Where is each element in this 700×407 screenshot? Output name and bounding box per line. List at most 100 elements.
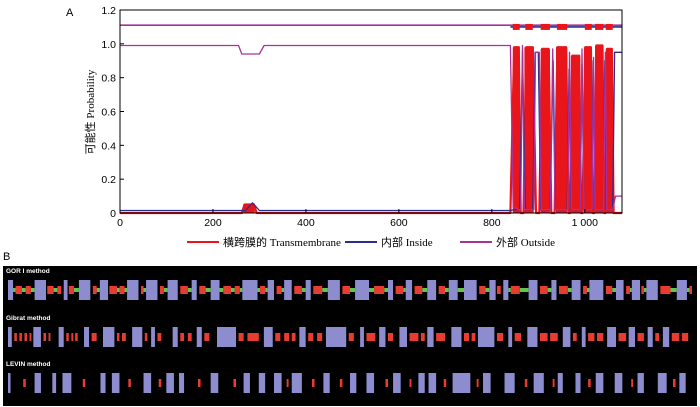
- helix-segment: [299, 327, 306, 347]
- strand-segment: [339, 379, 343, 387]
- strand-segment: [23, 379, 26, 387]
- helix-segment: [647, 327, 653, 347]
- helix-segment: [551, 280, 557, 300]
- helix-segment: [528, 280, 538, 300]
- strand-segment: [75, 333, 78, 341]
- helix-segment: [366, 373, 375, 393]
- transmembrane-band-4: [555, 47, 568, 213]
- coil-segment: [96, 288, 100, 292]
- y-tick-label-0: 0: [110, 208, 116, 220]
- strand-segment: [128, 379, 131, 387]
- top-marker-5: [595, 23, 604, 30]
- strand-segment: [464, 333, 470, 341]
- coil-segment: [301, 288, 306, 292]
- strand-segment: [552, 379, 555, 387]
- strand-segment: [366, 333, 376, 341]
- strand-segment: [618, 333, 627, 341]
- strand-segment: [291, 333, 296, 341]
- strand-segment: [223, 286, 231, 294]
- helix-segment: [503, 280, 509, 300]
- strand-segment: [294, 286, 302, 294]
- strand-segment: [671, 333, 680, 341]
- coil-segment: [403, 288, 406, 292]
- coil-segment: [265, 288, 268, 292]
- strand-segment: [238, 333, 244, 341]
- helix-segment: [196, 327, 202, 347]
- strand-segment: [496, 286, 501, 294]
- secondary-structure-panel: B GOR I method Gibrat method LEVIN method: [3, 251, 697, 406]
- top-marker-0: [512, 23, 520, 30]
- transmembrane-band-6: [583, 47, 592, 213]
- helix-segment: [305, 280, 311, 300]
- helix-segment: [448, 280, 458, 300]
- strand-segment: [312, 379, 315, 387]
- helix-segment: [533, 373, 544, 393]
- helix-segment: [427, 280, 437, 300]
- helix-segment: [464, 280, 477, 300]
- coil-segment: [686, 288, 690, 292]
- coil-segment: [508, 288, 511, 292]
- strand-segment: [234, 286, 240, 294]
- strand-segment: [471, 333, 476, 341]
- helix-segment: [179, 373, 185, 393]
- strand-segment: [385, 379, 388, 387]
- helix-segment: [483, 373, 491, 393]
- legend: 横跨膜的 Transmembrane 内部 Inside 外部 Outside: [187, 235, 555, 249]
- coil-segment: [629, 288, 632, 292]
- method-row-2: LEVIN method: [6, 361, 686, 393]
- helix-segment: [210, 373, 219, 393]
- y-tick-label-3: 0.6: [101, 107, 116, 119]
- helix-segment: [662, 327, 670, 347]
- y-tick-label-1: 0.2: [101, 174, 116, 186]
- helix-segment: [679, 373, 686, 393]
- strand-segment: [199, 286, 206, 294]
- helix-segment: [132, 327, 143, 347]
- strand-segment: [588, 333, 595, 341]
- strand-segment: [109, 286, 117, 294]
- coil-segment: [567, 288, 572, 292]
- strand-segment: [409, 379, 412, 387]
- strand-segment: [637, 333, 644, 341]
- strand-segment: [187, 333, 192, 341]
- strand-segment: [681, 333, 689, 341]
- helix-segment: [146, 280, 158, 300]
- legend-label-2: 外部 Outside: [496, 235, 555, 249]
- helix-segment: [628, 327, 635, 347]
- helix-segment: [607, 327, 616, 347]
- strand-segment: [443, 379, 447, 387]
- strand-segment: [673, 379, 676, 387]
- x-tick-label-2: 400: [297, 217, 315, 229]
- legend-label-1: 内部 Inside: [381, 235, 433, 249]
- helix-segment: [477, 327, 495, 347]
- coil-segment: [116, 288, 120, 292]
- coil-segment: [163, 288, 168, 292]
- coil-segment: [422, 288, 428, 292]
- helix-segment: [78, 280, 91, 300]
- strand-segment: [496, 333, 504, 341]
- coil-segment: [257, 288, 261, 292]
- strand-segment: [48, 333, 51, 341]
- transmembrane-band-3: [540, 48, 550, 214]
- transmembrane-band-5: [570, 55, 581, 213]
- helix-segment: [52, 373, 57, 393]
- top-marker-4: [584, 23, 592, 30]
- helix-segment: [8, 280, 14, 300]
- coil-segment: [485, 288, 490, 292]
- helix-segment: [637, 373, 644, 393]
- strand-segment: [313, 286, 323, 294]
- coil-segment: [384, 288, 388, 292]
- coil-segment: [519, 288, 529, 292]
- strand-segment: [414, 286, 423, 294]
- helix-segment: [166, 373, 174, 393]
- y-tick-label-6: 1.2: [101, 5, 116, 17]
- strand-segment: [286, 379, 289, 387]
- helix-segment: [8, 373, 11, 393]
- strand-segment: [626, 286, 630, 294]
- top-marker-3: [556, 23, 568, 30]
- helix-segment: [527, 327, 538, 347]
- strand-segment: [597, 333, 604, 341]
- method-rows: GOR I method Gibrat method LEVIN method: [6, 268, 692, 393]
- probability-chart: A 0 200 400 600 800 1 000 0 0.2 0.4 0.6 0.8 1.0 1.2…: [66, 5, 623, 249]
- helix-segment: [323, 373, 330, 393]
- strand-segment: [374, 286, 385, 294]
